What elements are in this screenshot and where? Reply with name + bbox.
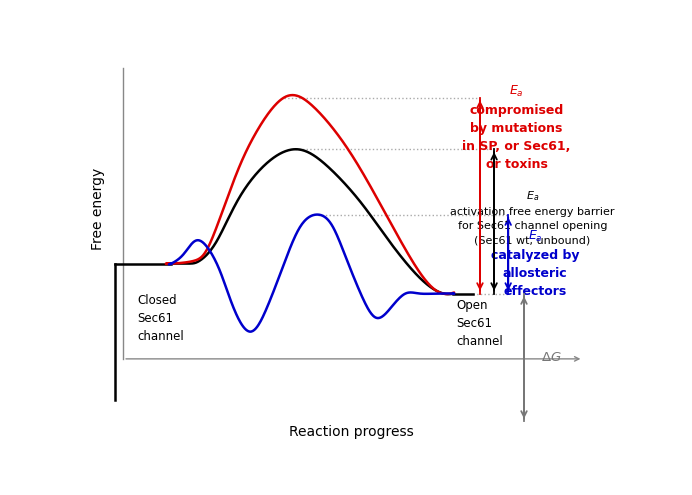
- Text: Reaction progress: Reaction progress: [289, 425, 415, 440]
- Text: Open
Sec61
channel: Open Sec61 channel: [456, 299, 503, 348]
- Text: $E_a$
compromised
by mutations
in SP, or Sec61,
or toxins: $E_a$ compromised by mutations in SP, or…: [462, 84, 571, 171]
- Text: Closed
Sec61
channel: Closed Sec61 channel: [137, 294, 184, 343]
- Text: $E_a$
catalyzed by
allosteric
effectors: $E_a$ catalyzed by allosteric effectors: [491, 229, 579, 298]
- Text: Free energy: Free energy: [91, 168, 104, 250]
- Text: $\Delta G$: $\Delta G$: [541, 351, 562, 364]
- Text: $E_a$
activation free energy barrier
for Sec61 channel opening
(Sec61 wt, unboun: $E_a$ activation free energy barrier for…: [450, 190, 614, 245]
